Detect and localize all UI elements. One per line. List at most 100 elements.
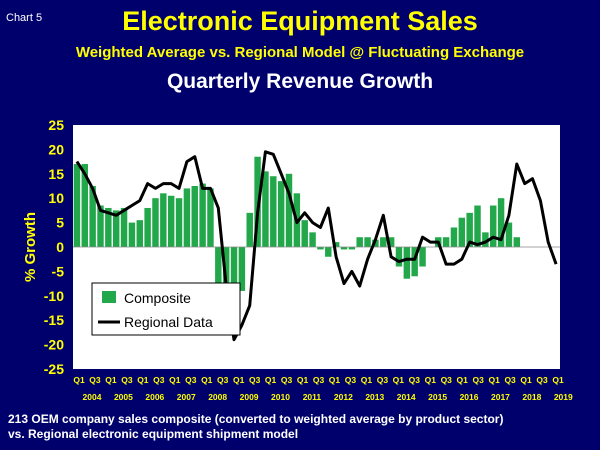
x-quarter-label: Q3 (345, 375, 357, 385)
composite-bar (262, 171, 269, 247)
x-quarter-label: Q3 (153, 375, 165, 385)
x-quarter-label: Q1 (552, 375, 564, 385)
composite-bar (395, 247, 403, 267)
composite-bar (490, 205, 497, 247)
x-year-label: 2006 (145, 392, 164, 402)
composite-bar (160, 193, 167, 247)
x-quarter-label: Q3 (121, 375, 133, 385)
chart-subtitle-growth: Quarterly Revenue Growth (166, 70, 434, 93)
chart-title: Electronic Equipment Sales (122, 6, 478, 36)
x-year-label: 2019 (554, 392, 573, 402)
x-year-label: 2016 (460, 392, 479, 402)
composite-bar (112, 210, 120, 247)
composite-bar (120, 207, 128, 247)
x-quarter-label: Q1 (105, 375, 117, 385)
composite-bar (89, 186, 96, 247)
legend-composite-label: Composite (124, 290, 191, 306)
y-tick-label: 20 (48, 141, 64, 157)
x-year-label: 2013 (365, 392, 384, 402)
chart-subtitle: Weighted Average vs. Regional Model @ Fl… (75, 44, 525, 61)
composite-bar (497, 198, 505, 247)
x-year-label: 2017 (491, 392, 510, 402)
composite-bar (128, 222, 136, 247)
composite-bar (199, 183, 206, 247)
composite-bar (309, 232, 316, 247)
composite-bar (348, 247, 356, 250)
x-quarter-label: Q1 (73, 375, 85, 385)
composite-bar (411, 247, 418, 277)
y-axis-label: % Growth (22, 212, 39, 282)
x-quarter-label: Q1 (393, 375, 405, 385)
x-quarter-label: Q3 (217, 375, 229, 385)
composite-bar (513, 237, 521, 247)
y-tick-label: 10 (48, 190, 64, 206)
y-axis-ticks: 25 20 15 10 5 0 -5 -10 -15 -20 -25 (44, 117, 64, 377)
legend-composite-swatch (102, 291, 116, 303)
composite-bar (81, 164, 89, 247)
composite-bar (183, 188, 191, 247)
x-year-label: 2004 (83, 392, 102, 402)
composite-bar (73, 164, 81, 247)
x-quarter-label: Q1 (329, 375, 341, 385)
footnote-line-2: vs. Regional electronic equipment shipme… (8, 427, 299, 441)
x-quarter-label: Q3 (441, 375, 453, 385)
composite-bar (482, 232, 489, 247)
x-quarter-label: Q1 (233, 375, 245, 385)
x-year-label: 2009 (240, 392, 259, 402)
x-year-label: 2014 (397, 392, 416, 402)
composite-bar (246, 212, 253, 247)
composite-bar (458, 217, 466, 247)
y-tick-label: -20 (44, 337, 64, 353)
x-year-label: 2008 (208, 392, 227, 402)
composite-bar (136, 220, 143, 247)
composite-bar (325, 247, 332, 257)
composite-bar (207, 188, 214, 247)
composite-bar (301, 220, 308, 247)
composite-bar (317, 247, 324, 250)
chart-number-label: Chart 5 (6, 12, 43, 24)
composite-bar (505, 222, 513, 247)
composite-bar (356, 237, 363, 247)
x-quarter-label: Q3 (89, 375, 101, 385)
composite-bar (332, 242, 340, 247)
x-quarter-label: Q3 (377, 375, 389, 385)
x-quarter-label: Q1 (137, 375, 149, 385)
y-tick-label: -10 (44, 288, 64, 304)
x-year-label: 2018 (522, 392, 541, 402)
composite-bar (387, 237, 395, 247)
y-tick-label: 0 (56, 239, 64, 255)
x-year-label: 2012 (334, 392, 353, 402)
y-tick-label: -5 (52, 263, 65, 279)
x-year-label: 2011 (303, 392, 322, 402)
x-year-label: 2005 (114, 392, 133, 402)
composite-bar (474, 205, 481, 247)
x-year-label: 2007 (177, 392, 196, 402)
composite-bar (152, 198, 159, 247)
composite-bar (285, 173, 293, 247)
y-tick-label: 5 (56, 215, 64, 231)
x-quarter-label: Q1 (201, 375, 213, 385)
composite-bar (167, 195, 175, 247)
x-quarter-label: Q1 (520, 375, 532, 385)
composite-bar (191, 186, 198, 247)
x-quarter-label: Q1 (265, 375, 277, 385)
composite-bar (450, 227, 458, 247)
legend-regional-label: Regional Data (124, 314, 213, 330)
composite-bar (277, 181, 285, 247)
composite-bar (364, 237, 371, 247)
regional-data-line (75, 150, 558, 342)
legend: Composite Regional Data (91, 282, 241, 336)
x-quarter-label: Q3 (249, 375, 261, 385)
composite-bar (380, 237, 387, 247)
composite-bar (97, 205, 104, 247)
x-quarter-label: Q3 (409, 375, 421, 385)
x-year-label: 2010 (271, 392, 290, 402)
x-quarter-label: Q1 (361, 375, 373, 385)
legend-box (91, 282, 241, 336)
composite-bar (442, 237, 450, 247)
composite-bar (403, 247, 411, 279)
x-axis-ticks: Q1 Q3 Q1 Q3 Q1 Q3 Q1 Q3 Q1 Q3 Q1 Q3 Q1 Q3 Q1 Q3 Q1 Q3 Q1 Q3… (73, 375, 573, 402)
x-quarter-label: Q3 (281, 375, 293, 385)
x-quarter-label: Q1 (425, 375, 437, 385)
